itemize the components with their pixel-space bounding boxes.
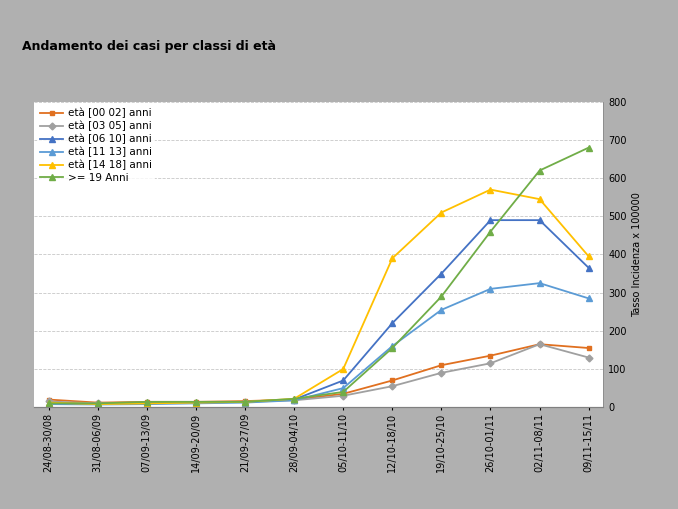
età [11 13] anni (94, 402, 102, 408)
età [03 05] anni (290, 397, 298, 403)
età [14 18] anni (388, 255, 397, 262)
Line: età [00 02] anni: età [00 02] anni (46, 342, 591, 405)
età [03 05] anni (388, 383, 397, 389)
età [11 13] anni (241, 400, 249, 406)
Line: >= 19 Anni: >= 19 Anni (46, 145, 591, 406)
età [14 18] anni (143, 400, 151, 406)
età [03 05] anni (241, 399, 249, 405)
età [06 10] anni (45, 400, 53, 406)
età [03 05] anni (94, 400, 102, 406)
età [00 02] anni (241, 398, 249, 404)
età [06 10] anni (192, 400, 200, 406)
età [06 10] anni (388, 320, 397, 326)
età [06 10] anni (290, 397, 298, 403)
età [14 18] anni (290, 396, 298, 402)
età [06 10] anni (94, 401, 102, 407)
età [00 02] anni (536, 341, 544, 347)
età [03 05] anni (486, 360, 494, 366)
età [06 10] anni (437, 271, 445, 277)
>= 19 Anni (486, 229, 494, 235)
età [06 10] anni (241, 399, 249, 405)
età [14 18] anni (486, 186, 494, 192)
età [00 02] anni (290, 397, 298, 403)
età [14 18] anni (45, 400, 53, 406)
età [14 18] anni (192, 400, 200, 406)
età [00 02] anni (486, 353, 494, 359)
Line: età [06 10] anni: età [06 10] anni (46, 217, 591, 407)
età [03 05] anni (192, 400, 200, 406)
età [11 13] anni (339, 385, 347, 391)
età [06 10] anni (536, 217, 544, 223)
età [00 02] anni (584, 345, 593, 351)
età [00 02] anni (388, 378, 397, 384)
età [11 13] anni (584, 295, 593, 301)
età [11 13] anni (45, 401, 53, 407)
età [03 05] anni (339, 393, 347, 399)
Legend: età [00 02] anni, età [03 05] anni, età [06 10] anni, età [11 13] anni, età [14 : età [00 02] anni, età [03 05] anni, età … (37, 105, 155, 186)
Y-axis label: Tasso Incidenza x 100000: Tasso Incidenza x 100000 (633, 192, 642, 317)
età [11 13] anni (143, 401, 151, 407)
età [11 13] anni (192, 400, 200, 406)
età [03 05] anni (45, 399, 53, 405)
Line: età [14 18] anni: età [14 18] anni (46, 187, 591, 407)
età [00 02] anni (192, 399, 200, 405)
età [14 18] anni (584, 253, 593, 260)
età [06 10] anni (486, 217, 494, 223)
età [14 18] anni (94, 401, 102, 407)
>= 19 Anni (143, 399, 151, 405)
età [11 13] anni (486, 286, 494, 292)
>= 19 Anni (290, 396, 298, 402)
>= 19 Anni (241, 399, 249, 405)
età [06 10] anni (584, 265, 593, 271)
>= 19 Anni (584, 145, 593, 151)
Line: età [03 05] anni: età [03 05] anni (46, 342, 591, 406)
età [00 02] anni (437, 362, 445, 369)
età [03 05] anni (437, 370, 445, 376)
età [03 05] anni (536, 341, 544, 347)
>= 19 Anni (339, 389, 347, 395)
>= 19 Anni (192, 399, 200, 405)
età [00 02] anni (45, 397, 53, 403)
età [11 13] anni (290, 397, 298, 403)
età [06 10] anni (143, 400, 151, 406)
età [11 13] anni (536, 280, 544, 286)
Line: età [11 13] anni: età [11 13] anni (46, 280, 591, 407)
>= 19 Anni (437, 293, 445, 299)
età [11 13] anni (437, 307, 445, 313)
età [03 05] anni (584, 354, 593, 360)
età [14 18] anni (339, 366, 347, 372)
età [03 05] anni (143, 400, 151, 406)
età [00 02] anni (94, 400, 102, 406)
>= 19 Anni (45, 400, 53, 406)
età [14 18] anni (241, 399, 249, 405)
età [06 10] anni (339, 378, 347, 384)
età [11 13] anni (388, 343, 397, 349)
età [14 18] anni (536, 196, 544, 202)
>= 19 Anni (536, 167, 544, 174)
età [00 02] anni (339, 391, 347, 397)
>= 19 Anni (388, 345, 397, 351)
>= 19 Anni (94, 400, 102, 406)
Text: Andamento dei casi per classi di età: Andamento dei casi per classi di età (22, 40, 276, 53)
età [00 02] anni (143, 399, 151, 405)
età [14 18] anni (437, 209, 445, 215)
